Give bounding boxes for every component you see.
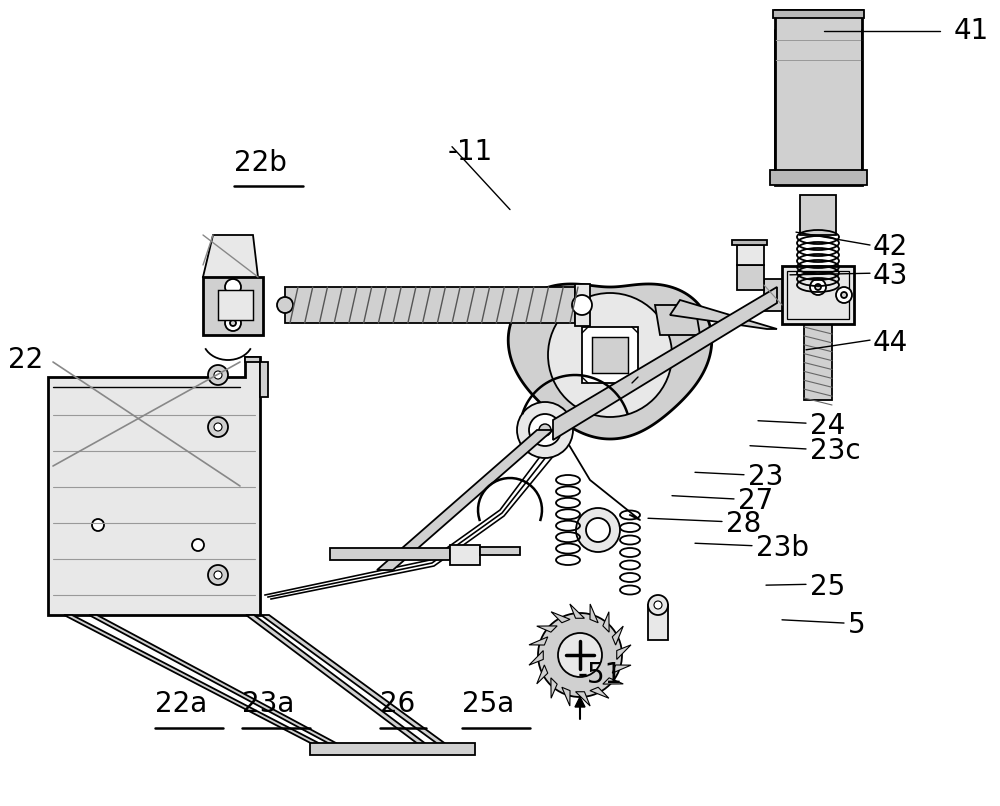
Circle shape — [586, 518, 610, 542]
Polygon shape — [592, 337, 628, 373]
Circle shape — [572, 295, 592, 315]
Polygon shape — [764, 279, 782, 311]
Polygon shape — [770, 170, 867, 185]
Bar — [330, 548, 450, 560]
Polygon shape — [590, 688, 609, 698]
Circle shape — [225, 279, 241, 295]
Polygon shape — [203, 235, 258, 277]
Bar — [787, 271, 849, 319]
Polygon shape — [562, 688, 570, 706]
Text: 28: 28 — [726, 510, 761, 538]
Polygon shape — [575, 697, 585, 707]
Polygon shape — [582, 327, 638, 383]
Circle shape — [208, 365, 228, 385]
Circle shape — [208, 417, 228, 437]
Polygon shape — [648, 605, 668, 640]
Polygon shape — [655, 305, 700, 335]
Polygon shape — [612, 626, 623, 645]
Polygon shape — [732, 240, 767, 245]
Circle shape — [648, 595, 668, 615]
Polygon shape — [48, 357, 260, 615]
Polygon shape — [261, 615, 454, 750]
Text: 22: 22 — [8, 347, 43, 374]
Polygon shape — [570, 604, 584, 618]
Polygon shape — [89, 615, 349, 750]
Polygon shape — [553, 287, 777, 440]
Polygon shape — [551, 612, 570, 623]
Text: 41: 41 — [954, 17, 989, 44]
Circle shape — [841, 292, 847, 298]
Polygon shape — [804, 325, 832, 400]
Bar — [310, 743, 475, 755]
Text: 22b: 22b — [234, 149, 287, 177]
Polygon shape — [285, 287, 575, 323]
Polygon shape — [537, 626, 557, 632]
Polygon shape — [246, 615, 434, 750]
Bar — [450, 545, 480, 565]
Text: 42: 42 — [873, 234, 908, 261]
Polygon shape — [64, 615, 332, 750]
Text: 27: 27 — [738, 488, 773, 515]
Bar — [782, 266, 854, 324]
Text: 23a: 23a — [242, 691, 294, 718]
Circle shape — [208, 565, 228, 585]
Polygon shape — [537, 665, 548, 683]
Polygon shape — [576, 692, 590, 706]
Circle shape — [214, 371, 222, 379]
Bar — [260, 362, 268, 397]
Circle shape — [654, 601, 662, 609]
Circle shape — [214, 423, 222, 431]
Polygon shape — [670, 300, 777, 329]
Bar — [245, 357, 260, 362]
Circle shape — [230, 320, 236, 326]
Polygon shape — [800, 195, 836, 235]
Polygon shape — [773, 10, 864, 18]
Polygon shape — [529, 650, 543, 665]
Circle shape — [810, 279, 826, 295]
Text: 23b: 23b — [756, 534, 809, 562]
Text: 24: 24 — [810, 412, 845, 439]
Polygon shape — [590, 604, 598, 623]
Text: 26: 26 — [380, 691, 415, 718]
Circle shape — [192, 539, 204, 551]
Circle shape — [576, 508, 620, 552]
Polygon shape — [612, 665, 631, 673]
Circle shape — [92, 519, 104, 531]
Polygon shape — [603, 678, 623, 684]
Text: 25a: 25a — [462, 691, 514, 718]
Circle shape — [548, 293, 672, 417]
Text: -51: -51 — [578, 661, 623, 688]
Bar — [480, 547, 520, 555]
Polygon shape — [617, 645, 631, 659]
Polygon shape — [529, 637, 548, 645]
Circle shape — [517, 402, 573, 458]
Polygon shape — [377, 430, 553, 570]
Text: 44: 44 — [873, 329, 908, 356]
Text: 22a: 22a — [155, 691, 207, 718]
Circle shape — [558, 633, 602, 677]
Text: 23c: 23c — [810, 438, 861, 465]
Polygon shape — [203, 277, 263, 335]
Circle shape — [529, 414, 561, 446]
Polygon shape — [737, 265, 764, 290]
Circle shape — [815, 284, 821, 290]
Circle shape — [214, 571, 222, 579]
Circle shape — [277, 297, 293, 313]
Text: 5: 5 — [848, 612, 866, 639]
Bar — [218, 290, 253, 320]
Circle shape — [836, 287, 852, 303]
Text: -11: -11 — [448, 138, 493, 165]
Text: 23: 23 — [748, 463, 783, 491]
Bar — [575, 284, 590, 326]
Polygon shape — [551, 678, 557, 698]
Polygon shape — [508, 284, 712, 439]
Polygon shape — [775, 10, 862, 185]
Circle shape — [539, 424, 551, 436]
Circle shape — [225, 315, 241, 331]
Text: 43: 43 — [873, 262, 908, 289]
Bar — [737, 245, 764, 265]
Text: 25: 25 — [810, 573, 845, 600]
Circle shape — [538, 613, 622, 697]
Polygon shape — [603, 612, 609, 632]
